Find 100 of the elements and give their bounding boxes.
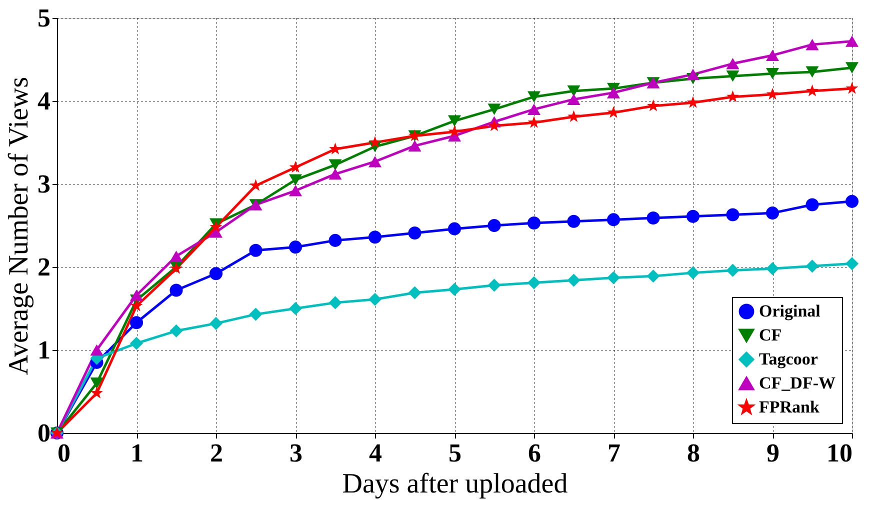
point (209, 316, 223, 330)
x-tick-label: 1 (130, 438, 144, 468)
point (568, 110, 580, 122)
point (686, 266, 700, 280)
y-tick-label: 0 (38, 418, 50, 448)
y-tick-label: 3 (38, 170, 50, 198)
point (488, 218, 501, 232)
legend-label: Original (759, 302, 821, 320)
point (528, 116, 540, 128)
point (606, 271, 620, 284)
x-tick-label: 2 (210, 438, 223, 468)
y-tick-label: 2 (38, 252, 50, 282)
point (686, 210, 700, 223)
point (766, 68, 780, 80)
point (806, 66, 819, 78)
point (170, 284, 183, 297)
point (368, 292, 382, 306)
point (368, 156, 382, 168)
point (686, 96, 700, 108)
point (328, 159, 342, 171)
x-tick-label: 9 (766, 438, 780, 468)
y-tick-label: 1 (38, 336, 50, 364)
point (448, 222, 462, 236)
point (408, 140, 422, 152)
x-tick-label: 7 (608, 438, 620, 468)
point (606, 87, 620, 98)
point (646, 212, 660, 225)
point (607, 106, 620, 118)
point (408, 226, 422, 240)
x-tick-label: 6 (528, 438, 541, 468)
point (846, 82, 858, 94)
point (209, 267, 223, 280)
point (527, 91, 541, 102)
point (806, 38, 819, 50)
point (488, 278, 501, 292)
legend-label: Tagcoor (759, 350, 818, 368)
point (567, 94, 580, 105)
point (806, 84, 818, 96)
point (328, 296, 342, 310)
point (130, 290, 144, 301)
point (686, 68, 700, 80)
point (170, 250, 183, 262)
point (567, 85, 580, 97)
point (250, 179, 262, 191)
point (368, 136, 382, 148)
point (726, 208, 740, 222)
point (845, 36, 859, 47)
point (329, 142, 342, 154)
point (766, 206, 780, 220)
point (845, 62, 859, 74)
legend-label: CF_DF-W (759, 374, 836, 392)
y-axis-title: Average Number of Views (4, 76, 34, 376)
point (766, 88, 779, 100)
point (647, 99, 660, 112)
point (606, 213, 620, 226)
legend-label: FPRank (759, 398, 820, 416)
point (408, 286, 422, 300)
point (726, 70, 740, 82)
point (90, 344, 104, 356)
x-tick-label: 5 (448, 438, 462, 468)
point (448, 282, 462, 296)
point (646, 270, 660, 283)
x-axis-title: Days after uploaded (342, 468, 568, 500)
point (527, 104, 541, 115)
x-tick-label: 10 (826, 438, 852, 468)
point (130, 316, 144, 330)
point (249, 308, 262, 321)
point (288, 240, 302, 254)
point (289, 160, 302, 173)
point (170, 324, 183, 338)
point (488, 104, 501, 115)
x-tick-label: 0 (58, 438, 70, 468)
point (448, 115, 462, 127)
point (726, 264, 740, 277)
x-tick-label: 3 (290, 438, 302, 468)
y-tick-label: 4 (38, 86, 50, 116)
point (90, 386, 103, 398)
point (527, 276, 541, 290)
point (726, 90, 739, 102)
point (845, 194, 859, 208)
point (288, 302, 302, 316)
point (368, 230, 382, 244)
point (210, 220, 222, 232)
y-tick-label: 5 (38, 4, 50, 32)
x-tick-label: 4 (369, 438, 382, 468)
point (845, 257, 859, 270)
point (488, 119, 500, 132)
point (567, 214, 580, 228)
point (249, 244, 262, 257)
point (806, 260, 819, 273)
point (806, 198, 819, 212)
point (567, 274, 580, 287)
point (328, 168, 342, 180)
point (766, 50, 780, 61)
point (130, 336, 144, 350)
point (448, 125, 461, 137)
point (726, 58, 740, 70)
x-tick-label: 8 (687, 438, 700, 468)
point (288, 174, 302, 186)
point (130, 299, 143, 312)
